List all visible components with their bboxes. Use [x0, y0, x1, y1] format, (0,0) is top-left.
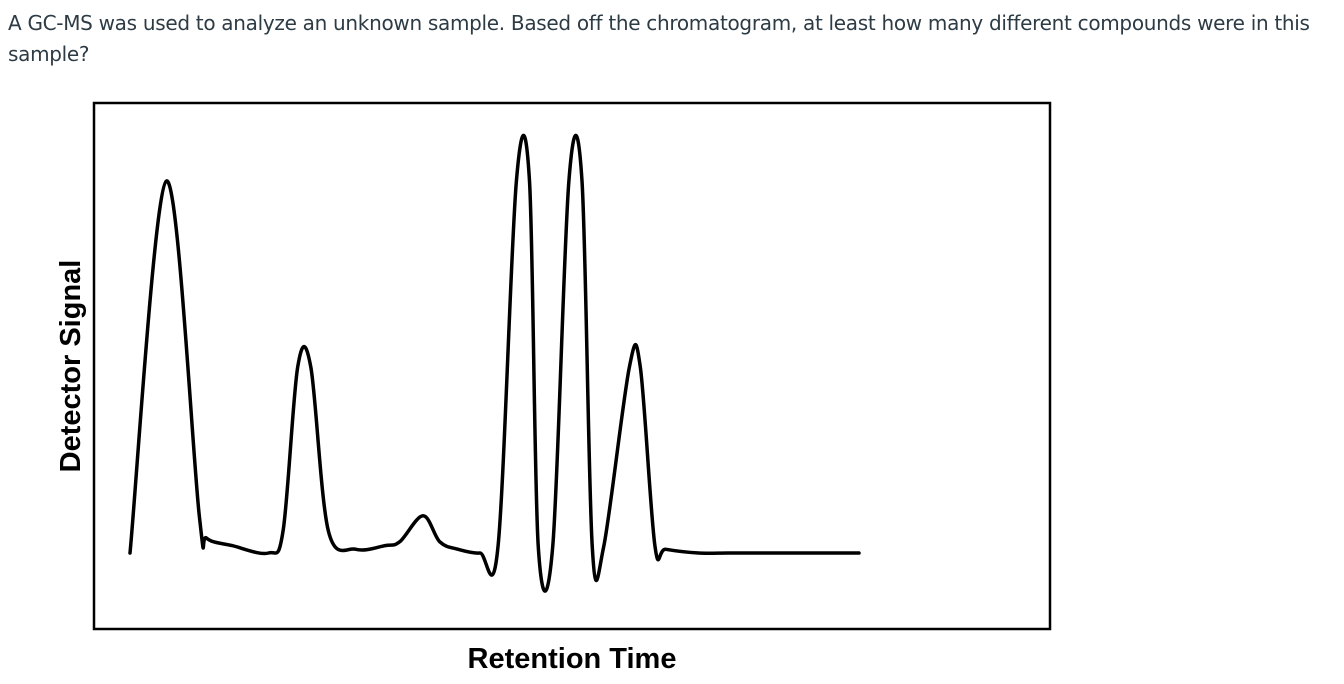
- chart-frame: [92, 101, 1052, 631]
- chromatogram-trace: [128, 133, 861, 593]
- x-axis-label: Retention Time: [468, 643, 677, 675]
- y-axis-label: Detector Signal: [55, 260, 87, 473]
- question-text: A GC-MS was used to analyze an unknown s…: [8, 11, 1310, 66]
